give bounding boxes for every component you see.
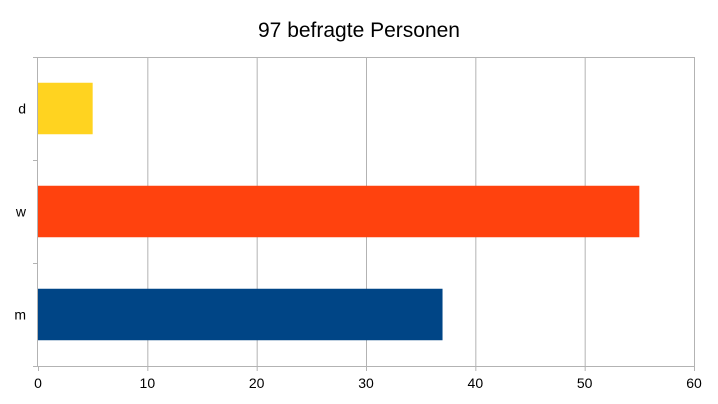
x-tick-label-60: 60 [686, 375, 702, 391]
x-tick-label-50: 50 [577, 375, 593, 391]
axes [33, 57, 695, 371]
y-tick-label-m: m [14, 307, 26, 323]
x-tick-label-10: 10 [140, 375, 156, 391]
chart-title: 97 befragte Personen [258, 19, 460, 42]
bar-d [38, 82, 93, 135]
x-tick-label-40: 40 [468, 375, 484, 391]
x-tick-label-30: 30 [358, 375, 374, 391]
x-tick-label-20: 20 [249, 375, 265, 391]
tick-labels: m w d 0 10 20 30 40 50 60 [14, 101, 702, 392]
bar-m [38, 288, 443, 341]
y-tick-label-d: d [18, 101, 26, 117]
bar-w [38, 185, 640, 238]
y-tick-label-w: w [15, 204, 27, 220]
bars [38, 82, 640, 341]
x-tick-label-0: 0 [34, 375, 42, 391]
